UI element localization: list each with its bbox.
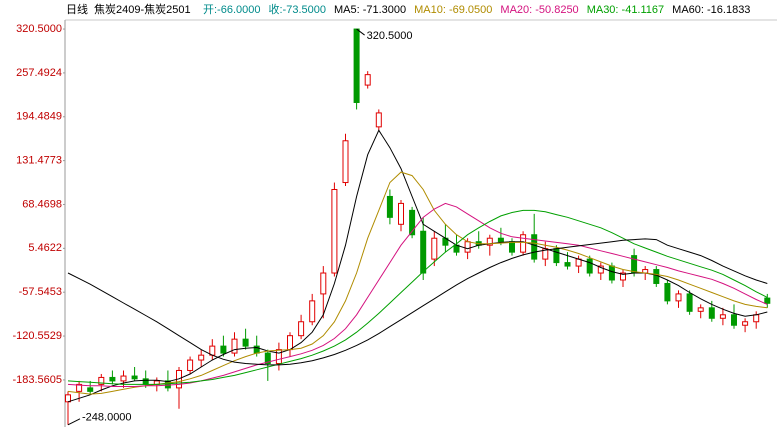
candle-body: [287, 335, 293, 351]
candle-body: [275, 349, 282, 365]
y-tick-label: -183.5605: [12, 374, 62, 386]
quote: 开:-66.0000: [203, 4, 260, 16]
period: 日线: [66, 2, 88, 16]
candle-body: [87, 387, 94, 392]
candle-body: [264, 352, 271, 365]
candle-body: [342, 140, 349, 184]
candle-body: [431, 237, 438, 260]
candle-body: [409, 209, 416, 236]
candle-body: [231, 338, 238, 354]
candle-body: [553, 248, 560, 264]
candle-body: [708, 307, 715, 319]
candle-body: [320, 272, 327, 295]
candle-body: [731, 314, 737, 326]
candle-body: [364, 74, 371, 86]
candle-body: [76, 383, 83, 392]
candle-body: [131, 375, 138, 380]
candle-body: [420, 230, 427, 274]
candle-body: [464, 241, 471, 253]
max-label: 320.5000: [367, 30, 413, 42]
candle-body: [697, 307, 704, 312]
legend-entry: MA5: -71.3000: [334, 4, 406, 16]
min-label: -248.0000: [82, 412, 132, 424]
candle-body: [664, 282, 671, 302]
legend-entry: MA10: -69.0500: [414, 4, 492, 16]
candle-body: [398, 202, 404, 225]
candle-body: [386, 195, 393, 218]
candle-body: [509, 241, 515, 253]
y-tick-label: 257.4924: [16, 67, 62, 79]
candle-body: [98, 376, 105, 385]
y-tick-label: -120.5529: [12, 330, 62, 342]
candle-body: [653, 269, 660, 284]
legend-entry: MA30: -41.1167: [587, 4, 664, 16]
y-tick-label: 68.4698: [22, 198, 62, 210]
candle-body: [742, 321, 749, 326]
y-tick-label: -57.5453: [19, 286, 62, 298]
candle-body: [586, 258, 593, 274]
candle-body: [497, 237, 504, 243]
candle-body: [564, 262, 571, 267]
candle-body: [242, 338, 249, 347]
candle-body: [109, 376, 116, 382]
candle-body: [220, 345, 227, 354]
candle-body: [764, 297, 771, 304]
candle-body: [686, 293, 693, 312]
y-tick-label: 5.4622: [28, 242, 62, 254]
legend-entry: MA60: -16.1833: [672, 4, 750, 16]
candle-body: [719, 314, 726, 319]
candle-body: [298, 321, 305, 337]
pointer-line: [356, 28, 365, 36]
candle-body: [520, 234, 527, 253]
candle-body: [597, 265, 604, 274]
candle-body: [309, 300, 316, 323]
candle-body: [65, 394, 71, 403]
candle-body: [608, 265, 615, 281]
y-tick-label: 320.5000: [16, 23, 62, 35]
y-tick-label: 131.4773: [16, 155, 62, 167]
candle-body: [531, 234, 538, 260]
candle-body: [353, 28, 360, 103]
candle-body: [331, 188, 338, 274]
candle-body: [142, 378, 149, 385]
legend-entry: MA20: -50.8250: [500, 4, 578, 16]
candle-body: [753, 314, 760, 323]
pointer-line: [67, 418, 81, 426]
candle-body: [486, 237, 493, 246]
candle-body: [198, 354, 205, 361]
ma-line: [67, 171, 768, 395]
ma-line: [67, 209, 768, 385]
candle-body: [164, 380, 171, 389]
candle-body: [187, 359, 194, 371]
quote: 收:-73.5000: [268, 2, 325, 16]
chart-title: 焦炭2409-焦炭2501: [94, 3, 191, 16]
ma-line: [67, 202, 768, 387]
ma-line: [67, 238, 768, 366]
y-tick-label: 194.4849: [16, 111, 62, 123]
candle-body: [375, 112, 382, 128]
candle-body: [620, 272, 626, 281]
candle-body: [675, 293, 682, 302]
candle-body: [120, 375, 127, 382]
